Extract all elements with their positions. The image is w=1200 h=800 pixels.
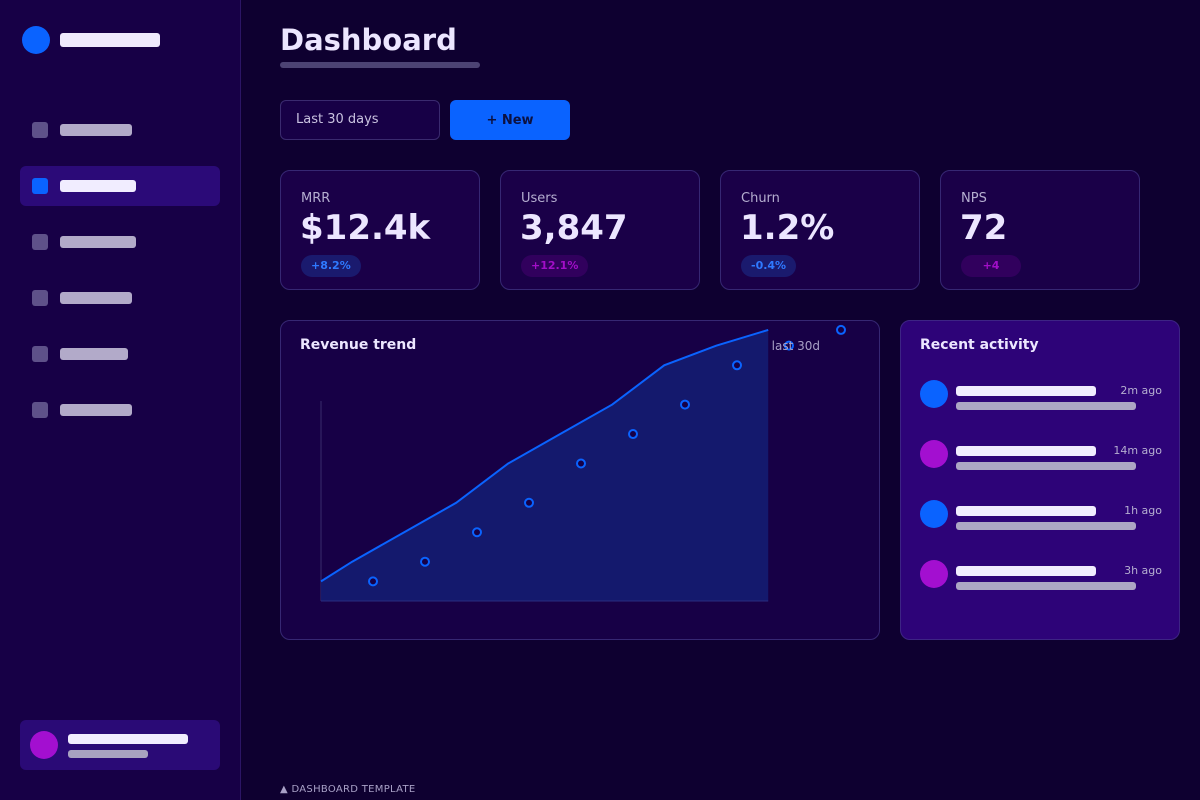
list-item[interactable]: 1h ago: [920, 500, 1162, 540]
sidebar-item-label: [60, 292, 132, 304]
recent-activity-panel: Recent activity 2m ago 14m ago 1h ago 3h…: [900, 320, 1180, 640]
nav-square-icon: [32, 178, 48, 194]
nav-square-icon: [32, 402, 48, 418]
chart-title: Revenue trend: [300, 337, 417, 353]
chart-point-6: [628, 429, 638, 440]
chart-point-5: [576, 458, 586, 469]
kpi-value: $12.4k: [300, 208, 431, 248]
chart-point-2: [420, 556, 430, 567]
nav-square-icon: [32, 290, 48, 306]
sidebar-item-1[interactable]: [20, 110, 220, 150]
sidebar-item-2-active[interactable]: [20, 166, 220, 206]
activity-timestamp: 1h ago: [1124, 504, 1162, 517]
kpi-card-users: Users 3,847 +12.1%: [500, 170, 700, 290]
chart-point-3: [472, 527, 482, 538]
activity-text-placeholder: [956, 506, 1096, 516]
kpi-value: 72: [960, 208, 1008, 248]
kpi-label: NPS: [961, 191, 987, 206]
activity-text-placeholder: [956, 566, 1096, 576]
avatar: [920, 440, 948, 468]
brand-name-placeholder: [60, 33, 160, 47]
kpi-label: Users: [521, 191, 558, 206]
sidebar-item-label: [60, 348, 128, 360]
kpi-delta-badge: +12.1%: [521, 255, 589, 277]
chart-point-8: [732, 360, 742, 371]
brand[interactable]: [22, 26, 160, 54]
footer-note: ▲ DASHBOARD TEMPLATE: [280, 784, 416, 795]
sidebar-item-4[interactable]: [20, 278, 220, 318]
revenue-trend-chart: [320, 324, 846, 602]
activity-subtext-placeholder: [956, 462, 1136, 470]
activity-subtext-placeholder: [956, 402, 1136, 410]
chart-point-7: [680, 399, 690, 410]
kpi-card-churn: Churn 1.2% -0.4%: [720, 170, 920, 290]
chart-range-label: last 30d: [771, 339, 820, 353]
activity-subtext-placeholder: [956, 582, 1136, 590]
app-logo-icon: [22, 26, 50, 54]
sidebar-nav: [20, 110, 220, 446]
avatar: [920, 500, 948, 528]
chart-points: [368, 324, 846, 587]
nav-square-icon: [32, 234, 48, 250]
sidebar-item-label: [60, 180, 136, 192]
page-subtitle-placeholder: [280, 62, 480, 68]
list-item[interactable]: 3h ago: [920, 560, 1162, 600]
kpi-value: 3,847: [520, 208, 628, 248]
sidebar-item-6[interactable]: [20, 390, 220, 430]
activity-text-placeholder: [956, 446, 1096, 456]
sidebar-item-3[interactable]: [20, 222, 220, 262]
activity-text-placeholder: [956, 386, 1096, 396]
user-name-placeholder: [68, 734, 188, 744]
user-profile-card[interactable]: [20, 720, 220, 770]
chart-point-10: [836, 324, 846, 335]
list-item[interactable]: 2m ago: [920, 380, 1162, 420]
avatar: [920, 560, 948, 588]
avatar: [30, 731, 58, 759]
chart-series-line: [320, 328, 769, 583]
sidebar-item-5[interactable]: [20, 334, 220, 374]
chart-point-4: [524, 497, 534, 508]
list-item[interactable]: 14m ago: [920, 440, 1162, 480]
activity-timestamp: 3h ago: [1124, 564, 1162, 577]
kpi-label: MRR: [301, 191, 331, 206]
activity-title: Recent activity: [920, 337, 1039, 353]
user-role-placeholder: [68, 750, 148, 758]
sidebar-item-label: [60, 404, 132, 416]
activity-timestamp: 2m ago: [1120, 384, 1162, 397]
kpi-delta-badge: +8.2%: [301, 255, 361, 277]
revenue-trend-panel: Revenue trend last 30d: [280, 320, 880, 640]
kpi-card-mrr: MRR $12.4k +8.2%: [280, 170, 480, 290]
activity-subtext-placeholder: [956, 522, 1136, 530]
sidebar-item-label: [60, 124, 132, 136]
sidebar-item-label: [60, 236, 136, 248]
chart-area-fill: [321, 329, 769, 601]
sidebar: [0, 0, 241, 800]
nav-square-icon: [32, 122, 48, 138]
chart-point-9: [784, 340, 794, 351]
kpi-label: Churn: [741, 191, 780, 206]
date-range-select[interactable]: Last 30 days: [280, 100, 440, 140]
new-button[interactable]: + New: [450, 100, 570, 140]
page-title: Dashboard: [280, 23, 457, 57]
kpi-delta-badge: +4: [961, 255, 1021, 277]
avatar: [920, 380, 948, 408]
chart-point-1: [368, 576, 378, 587]
activity-timestamp: 14m ago: [1113, 444, 1162, 457]
kpi-value: 1.2%: [740, 208, 835, 248]
kpi-delta-badge: -0.4%: [741, 255, 797, 277]
nav-square-icon: [32, 346, 48, 362]
kpi-card-nps: NPS 72 +4: [940, 170, 1140, 290]
